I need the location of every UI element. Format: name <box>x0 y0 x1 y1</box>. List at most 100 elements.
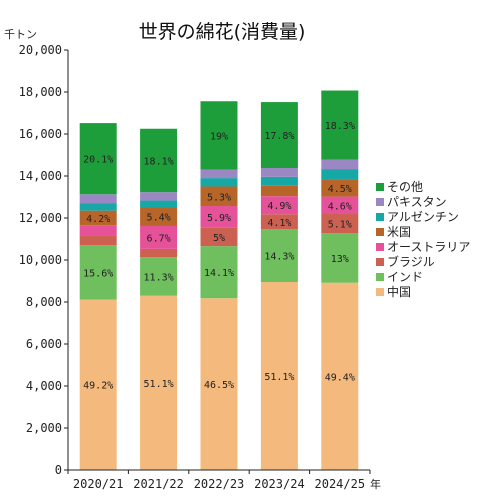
legend-swatch <box>376 258 384 266</box>
data-label: 11.3% <box>144 272 174 283</box>
y-tick-label: 2,000 <box>26 421 62 435</box>
x-tick-label: 2022/23 <box>194 477 245 491</box>
data-label: 4.5% <box>328 184 352 195</box>
y-tick-label: 20,000 <box>19 43 62 57</box>
data-label: 46.5% <box>204 380 234 391</box>
data-label: 19% <box>210 131 228 142</box>
bar-segment <box>260 176 298 186</box>
bar-segment <box>79 123 117 195</box>
legend-swatch <box>376 273 384 281</box>
x-tick-label: 2021/22 <box>133 477 184 491</box>
bar-segment <box>260 282 298 470</box>
data-label: 4.1% <box>267 218 291 229</box>
bar-segment <box>140 200 178 208</box>
data-label: 13% <box>331 254 349 265</box>
data-label: 5.4% <box>147 213 171 224</box>
bar-segment <box>321 169 359 180</box>
chart-title: 世界の綿花(消費量) <box>139 21 306 43</box>
data-label: 51.1% <box>144 379 174 390</box>
legend-item-label: 米国 <box>387 225 411 239</box>
legend-item-label: パキスタン <box>387 195 447 209</box>
bar-segment <box>140 248 178 258</box>
bar-segment <box>79 210 117 226</box>
data-label: 20.1% <box>83 155 113 166</box>
bar-segment <box>140 192 178 201</box>
data-label: 17.8% <box>264 131 294 142</box>
legend-swatch <box>376 243 384 251</box>
x-tick-label: 2023/24 <box>254 477 305 491</box>
legend-item-label: ブラジル <box>387 254 435 269</box>
data-label: 14.1% <box>204 268 234 279</box>
data-label: 4.2% <box>86 214 110 225</box>
bar-segment <box>79 194 117 204</box>
data-label: 4.9% <box>267 201 291 212</box>
data-label: 15.6% <box>83 268 113 279</box>
bar-segment <box>200 206 238 228</box>
bar-segment <box>140 128 178 193</box>
bar-segment <box>260 229 298 283</box>
bar-segment <box>321 196 359 215</box>
y-tick-label: 16,000 <box>19 127 62 141</box>
legend-swatch <box>376 213 384 221</box>
y-tick-label: 10,000 <box>19 253 62 267</box>
legend-item-label: アルゼンチン <box>387 210 459 224</box>
bar-segment <box>260 168 298 177</box>
bar-segment <box>260 185 298 197</box>
data-label: 18.1% <box>144 156 174 167</box>
y-axis-unit-label: 千トン <box>4 28 37 41</box>
legend-swatch <box>376 183 384 191</box>
legend-item-label: 中国 <box>387 284 411 299</box>
bar-segment <box>79 225 117 236</box>
bar-segment <box>321 90 359 160</box>
y-tick-label: 12,000 <box>19 211 62 225</box>
bar-segment <box>321 214 359 234</box>
bar-segment <box>79 203 117 211</box>
bar-segment <box>321 282 359 470</box>
bar-segment <box>140 207 178 226</box>
bar-segment <box>200 178 238 187</box>
data-label: 4.6% <box>328 201 352 212</box>
x-axis-unit-label: 年 <box>370 477 381 491</box>
bar-segment <box>200 227 238 247</box>
x-tick-label: 2024/25 <box>315 477 366 491</box>
data-label: 51.1% <box>264 372 294 383</box>
legend-item-label: オーストラリア <box>387 240 470 254</box>
bar-segment <box>260 102 298 169</box>
data-label: 5.1% <box>328 220 352 231</box>
data-label: 5.3% <box>207 192 231 203</box>
bar-segment <box>260 196 298 215</box>
data-label: 18.3% <box>325 121 355 132</box>
bar-segment <box>79 299 117 470</box>
y-tick-label: 14,000 <box>19 169 62 183</box>
y-tick-label: 6,000 <box>26 337 62 351</box>
x-tick-label: 2020/21 <box>73 477 124 491</box>
y-tick-label: 4,000 <box>26 379 62 393</box>
y-tick-label: 8,000 <box>26 295 62 309</box>
legend-item-label: その他 <box>387 180 423 194</box>
bar-segment <box>321 159 359 170</box>
data-label: 5% <box>213 233 225 244</box>
bar-segment <box>200 298 238 470</box>
bar-segment <box>321 179 359 197</box>
bar-segment <box>79 235 117 246</box>
data-label: 5.9% <box>207 213 231 224</box>
bar-segment <box>200 246 238 299</box>
data-label: 49.2% <box>83 381 113 392</box>
data-label: 49.4% <box>325 372 355 383</box>
axes: 2020/21 2021/22 2022/23 2023/24 2024/25 0 2,00… <box>19 43 371 491</box>
bar-segment <box>200 101 238 170</box>
bar-segment <box>140 295 178 470</box>
data-label: 14.3% <box>264 252 294 263</box>
y-tick-label: 18,000 <box>19 85 62 99</box>
bar-segment <box>140 257 178 296</box>
bar-segment <box>79 245 117 300</box>
bar-segment <box>321 233 359 283</box>
bar-segment <box>140 225 178 249</box>
plot-area: 49.2% 15.6% 4.2% 20.1% 51.1% 11.3% 6.7% 5.4% 18.… <box>79 90 359 470</box>
bar-segment <box>200 169 238 179</box>
y-tick-label: 0 <box>55 463 62 477</box>
legend-swatch <box>376 288 384 296</box>
